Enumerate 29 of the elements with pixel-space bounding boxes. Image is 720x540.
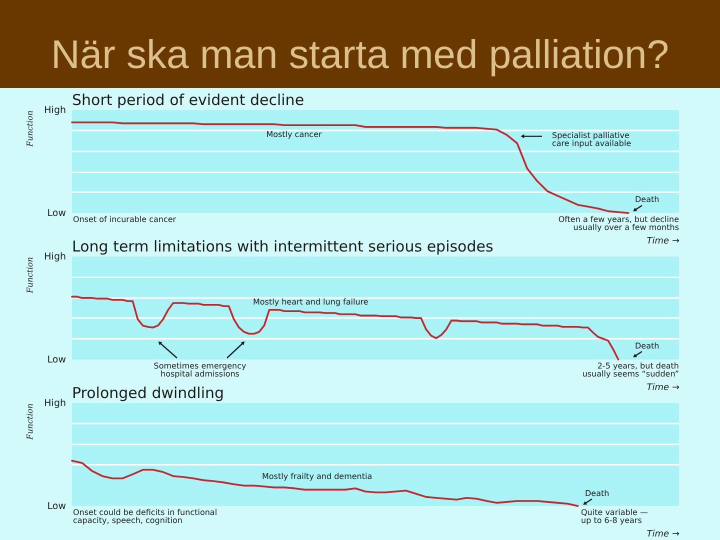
annotation: Mostly cancer — [266, 130, 322, 139]
text: När ska man starta med palliation? — [50, 33, 670, 77]
chart-title: Short period of evident decline — [72, 91, 304, 109]
text: High — [44, 105, 66, 116]
annotation: Death — [585, 489, 610, 498]
annotation: Death — [635, 342, 660, 350]
text: High — [44, 252, 66, 262]
y-axis-title: Function — [26, 404, 34, 441]
text: Often a few years, but decline usually over a few months — [558, 215, 680, 232]
y-axis-title: Function — [26, 110, 34, 148]
text: Low — [47, 501, 66, 512]
text: Low — [47, 354, 66, 366]
annotation: Mostly heart and lung failure — [253, 298, 368, 306]
text: 2-5 years, but death usually seems “sudden” — [582, 362, 679, 378]
y-axis-title: Function — [26, 257, 34, 294]
text: Low — [47, 208, 66, 219]
chart-title: Prolonged dwindling — [72, 384, 224, 402]
text: Onset could be deficits in functional capacity, speech, cognition — [73, 508, 218, 525]
chart-title: Long term limitations with intermittent serious episodes — [72, 238, 494, 256]
x-axis-title: Time → — [646, 530, 680, 540]
text: Sometimes emergency hospital admissions — [154, 362, 246, 378]
text: Onset of incurable cancer — [73, 215, 177, 224]
annotation: Mostly frailty and dementia — [262, 472, 372, 481]
annotation: Death — [635, 195, 660, 204]
text: High — [44, 398, 66, 409]
x-axis-title: Time → — [646, 236, 680, 246]
annotation: Specialist palliative care input available — [552, 131, 632, 148]
text: Quite variable — up to 6-8 years — [581, 508, 648, 525]
x-axis-title: Time → — [646, 383, 680, 393]
